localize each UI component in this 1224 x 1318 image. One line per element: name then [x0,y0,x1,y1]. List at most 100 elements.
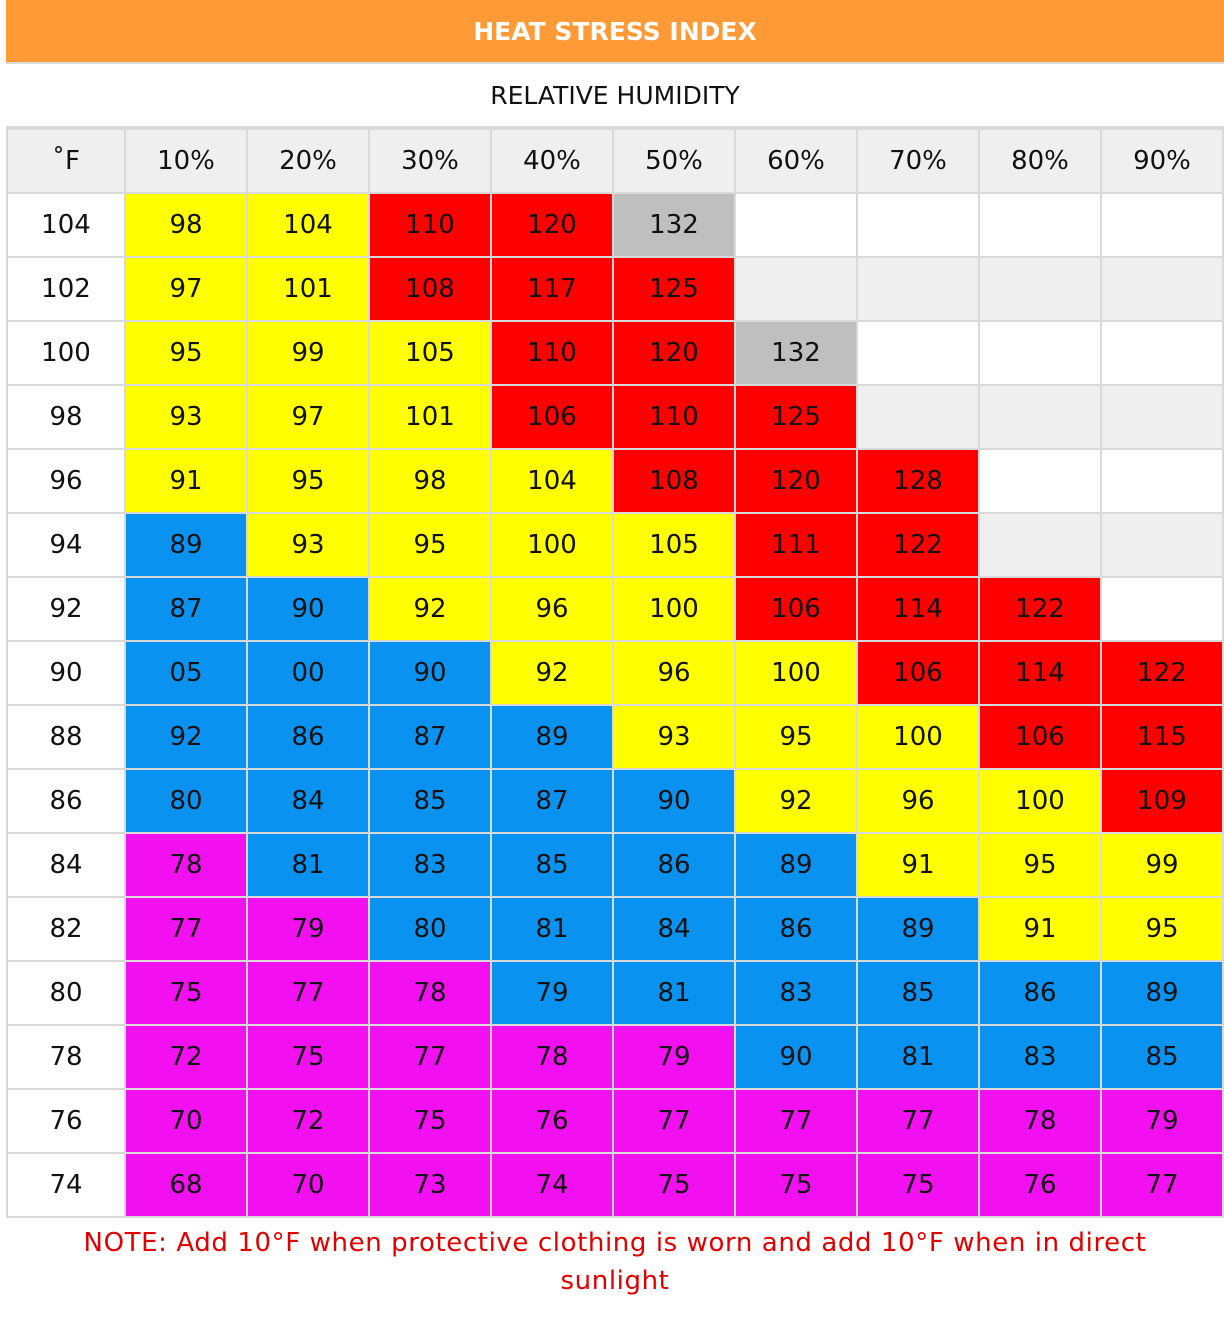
table-row: 78 72 75 77 78 79 90 81 83 85 [6,1024,1224,1090]
heat-index-cell: 114 [856,576,980,642]
empty-cell [978,448,1102,514]
heat-index-table: ˚F 10% 20% 30% 40% 50% 60% 70% 80% 90% 104 98 104 1… [6,128,1224,1218]
column-header: 50% [612,128,736,194]
row-temperature-label: 102 [6,256,126,322]
heat-index-cell: 115 [1100,704,1224,770]
table-body: 104 98 104 110 120 132 102 97 101 108 117 125 100 95 9… [6,192,1224,1218]
heat-index-cell: 93 [246,512,370,578]
empty-cell [734,192,858,258]
heat-index-cell: 81 [856,1024,980,1090]
table-row: 84 78 81 83 85 86 89 91 95 99 [6,832,1224,898]
heat-index-cell: 99 [1100,832,1224,898]
row-temperature-label: 78 [6,1024,126,1090]
heat-index-cell: 110 [368,192,492,258]
heat-index-cell: 79 [1100,1088,1224,1154]
heat-index-cell: 96 [612,640,736,706]
heat-index-cell: 98 [368,448,492,514]
row-temperature-label: 98 [6,384,126,450]
row-temperature-label: 100 [6,320,126,386]
heat-index-cell: 122 [856,512,980,578]
row-temperature-label: 90 [6,640,126,706]
table-row: 74 68 70 73 74 75 75 75 76 77 [6,1152,1224,1218]
row-temperature-label: 88 [6,704,126,770]
heat-index-cell: 100 [612,576,736,642]
heat-index-cell: 77 [612,1088,736,1154]
heat-index-cell: 83 [978,1024,1102,1090]
heat-index-cell: 85 [490,832,614,898]
row-temperature-label: 104 [6,192,126,258]
heat-index-cell: 84 [612,896,736,962]
heat-index-cell: 91 [978,896,1102,962]
note-text: NOTE: Add 10°F when protective clothing … [83,1228,1147,1296]
heat-index-cell: 87 [368,704,492,770]
heat-index-cell: 75 [856,1152,980,1218]
heat-index-cell: 89 [124,512,248,578]
heat-index-cell: 111 [734,512,858,578]
empty-cell [1100,384,1224,450]
heat-index-cell: 73 [368,1152,492,1218]
table-row: 98 93 97 101 106 110 125 [6,384,1224,450]
row-temperature-label: 86 [6,768,126,834]
heat-index-cell: 75 [124,960,248,1026]
column-header: 40% [490,128,614,194]
heat-index-cell: 100 [490,512,614,578]
empty-cell [1100,320,1224,386]
table-header-row: ˚F 10% 20% 30% 40% 50% 60% 70% 80% 90% [6,128,1224,194]
heat-index-cell: 106 [490,384,614,450]
table-row: 86 80 84 85 87 90 92 96 100 109 [6,768,1224,834]
table-row: 96 91 95 98 104 108 120 128 [6,448,1224,514]
empty-cell [1100,512,1224,578]
heat-index-cell: 78 [368,960,492,1026]
heat-index-cell: 101 [246,256,370,322]
heat-index-cell: 106 [978,704,1102,770]
heat-index-cell: 91 [856,832,980,898]
heat-index-cell: 95 [1100,896,1224,962]
heat-index-cell: 85 [368,768,492,834]
heat-index-cell: 109 [1100,768,1224,834]
heat-index-cell: 75 [734,1152,858,1218]
heat-index-cell: 92 [490,640,614,706]
heat-index-cell: 70 [246,1152,370,1218]
table-row: 76 70 72 75 76 77 77 77 78 79 [6,1088,1224,1154]
table-row: 82 77 79 80 81 84 86 89 91 95 [6,896,1224,962]
row-temperature-label: 84 [6,832,126,898]
heat-index-cell: 76 [490,1088,614,1154]
heat-index-cell: 86 [246,704,370,770]
heat-index-cell: 120 [490,192,614,258]
heat-index-cell: 70 [124,1088,248,1154]
heat-index-cell: 105 [612,512,736,578]
column-header: 60% [734,128,858,194]
heat-index-cell: 108 [368,256,492,322]
heat-index-cell: 85 [1100,1024,1224,1090]
column-header: 30% [368,128,492,194]
heat-index-cell: 75 [368,1088,492,1154]
table-row: 94 89 93 95 100 105 111 122 [6,512,1224,578]
heat-index-cell: 99 [246,320,370,386]
heat-index-cell: 98 [124,192,248,258]
heat-index-cell: 89 [490,704,614,770]
table-row: 104 98 104 110 120 132 [6,192,1224,258]
empty-cell [856,192,980,258]
heat-index-cell: 97 [124,256,248,322]
heat-index-cell: 81 [246,832,370,898]
empty-cell [856,384,980,450]
heat-index-cell: 87 [124,576,248,642]
table-row: 88 92 86 87 89 93 95 100 106 115 [6,704,1224,770]
heat-index-cell: 96 [856,768,980,834]
heat-index-cell: 92 [368,576,492,642]
row-temperature-label: 94 [6,512,126,578]
heat-index-cell: 106 [734,576,858,642]
heat-index-cell: 86 [978,960,1102,1026]
heat-index-cell: 77 [246,960,370,1026]
heat-index-cell: 83 [368,832,492,898]
heat-index-cell: 91 [124,448,248,514]
heat-index-cell: 75 [612,1152,736,1218]
empty-cell [978,192,1102,258]
heat-index-cell: 00 [246,640,370,706]
heat-index-cell: 90 [246,576,370,642]
heat-index-cell: 05 [124,640,248,706]
row-temperature-label: 96 [6,448,126,514]
heat-index-cell: 79 [612,1024,736,1090]
heat-stress-index-chart: HEAT STRESS INDEX RELATIVE HUMIDITY ˚F 1… [6,0,1224,1300]
heat-index-cell: 105 [368,320,492,386]
